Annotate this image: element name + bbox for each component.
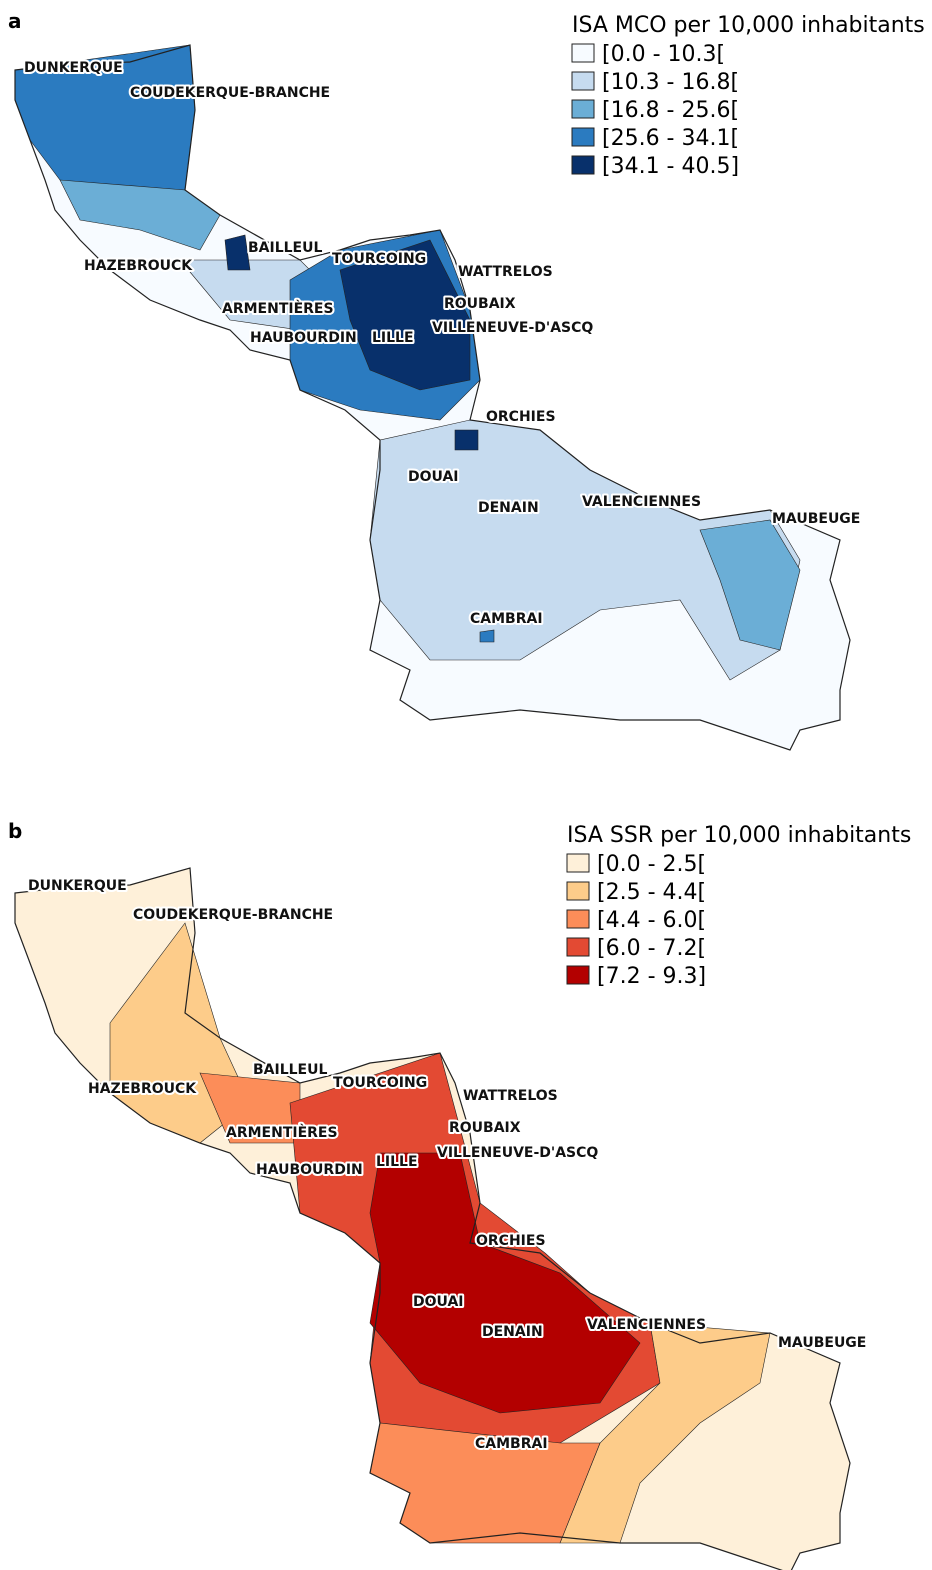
panel-label: b xyxy=(8,819,22,843)
city-label: BAILLEUL xyxy=(248,240,322,256)
legend-title: ISA SSR per 10,000 inhabitants xyxy=(567,823,911,848)
legend-label: [6.0 - 7.2[ xyxy=(597,936,706,961)
city-label: ORCHIES xyxy=(476,1233,546,1249)
map-outline xyxy=(14,44,851,751)
legend-title: ISA MCO per 10,000 inhabitants xyxy=(572,13,925,38)
legend-label: [25.6 - 34.1[ xyxy=(602,126,739,151)
city-label: WATTRELOS xyxy=(463,1088,558,1104)
city-label: MAUBEUGE xyxy=(778,1335,866,1351)
city-label: VILLENEUVE-D'ASCQ xyxy=(432,320,593,336)
city-label: CAMBRAI xyxy=(470,611,543,627)
city-label: CAMBRAI xyxy=(475,1436,548,1452)
city-label: DOUAI xyxy=(408,469,459,485)
city-label: HAZEBROUCK xyxy=(84,258,193,274)
region xyxy=(339,239,471,391)
legend-label: [2.5 - 4.4[ xyxy=(597,880,706,905)
city-label: ARMENTIÈRES xyxy=(222,300,334,317)
region xyxy=(454,429,479,451)
legend-swatch xyxy=(566,965,590,985)
city-label: DENAIN xyxy=(482,1324,543,1340)
map-outline xyxy=(14,867,851,1570)
city-label: MAUBEUGE xyxy=(772,511,860,527)
city-label: BAILLEUL xyxy=(253,1062,327,1078)
city-label: VILLENEUVE-D'ASCQ xyxy=(437,1145,598,1161)
legend-swatch xyxy=(566,853,590,873)
city-label: COUDEKERQUE-BRANCHE xyxy=(133,907,333,923)
city-label: VALENCIENNES xyxy=(587,1317,706,1333)
legend-swatch xyxy=(566,909,590,929)
city-label: LILLE xyxy=(372,330,414,346)
legend-swatch xyxy=(571,155,595,175)
legend-swatch xyxy=(571,71,595,91)
region xyxy=(559,1322,771,1544)
legend-swatch xyxy=(571,43,595,63)
region xyxy=(369,1152,641,1414)
city-label: DENAIN xyxy=(478,500,539,516)
legend-label: [0.0 - 2.5[ xyxy=(597,852,706,877)
region xyxy=(479,629,495,643)
legend-swatch xyxy=(566,937,590,957)
city-label: TOURCOING xyxy=(333,1075,427,1091)
legend-label: [34.1 - 40.5] xyxy=(602,154,739,179)
region xyxy=(699,519,801,651)
city-label: ARMENTIÈRES xyxy=(226,1124,338,1141)
legend-label: [0.0 - 10.3[ xyxy=(602,42,725,67)
city-label: ROUBAIX xyxy=(444,296,516,312)
legend-swatch xyxy=(566,881,590,901)
legend-swatch xyxy=(571,127,595,147)
legend-label: [16.8 - 25.6[ xyxy=(602,98,739,123)
city-label: TOURCOING xyxy=(332,251,426,267)
legend-swatch xyxy=(571,99,595,119)
legend-label: [7.2 - 9.3] xyxy=(597,964,706,989)
city-label: ORCHIES xyxy=(486,409,556,425)
region xyxy=(224,234,251,271)
city-label: ROUBAIX xyxy=(449,1120,521,1136)
panel-label: a xyxy=(8,9,22,33)
city-label: DOUAI xyxy=(413,1294,464,1310)
city-label: DUNKERQUE xyxy=(24,60,123,76)
city-label: LILLE xyxy=(376,1154,418,1170)
city-label: HAZEBROUCK xyxy=(88,1081,197,1097)
city-label: HAUBOURDIN xyxy=(250,330,357,346)
city-label: WATTRELOS xyxy=(458,264,553,280)
city-label: HAUBOURDIN xyxy=(256,1162,363,1178)
city-label: DUNKERQUE xyxy=(28,878,127,894)
legend-label: [10.3 - 16.8[ xyxy=(602,70,739,95)
city-label: VALENCIENNES xyxy=(582,494,701,510)
legend-label: [4.4 - 6.0[ xyxy=(597,908,706,933)
city-label: COUDEKERQUE-BRANCHE xyxy=(130,85,330,101)
